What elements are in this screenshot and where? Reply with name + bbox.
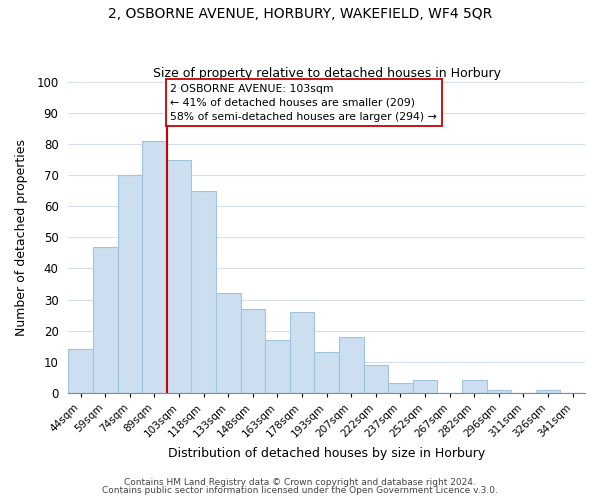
Bar xyxy=(167,160,191,393)
Bar xyxy=(241,309,265,393)
Bar xyxy=(413,380,437,393)
Bar xyxy=(191,191,216,393)
Bar xyxy=(462,380,487,393)
Bar xyxy=(487,390,511,393)
Bar xyxy=(93,246,118,393)
Bar xyxy=(364,365,388,393)
Text: 2 OSBORNE AVENUE: 103sqm
← 41% of detached houses are smaller (209)
58% of semi-: 2 OSBORNE AVENUE: 103sqm ← 41% of detach… xyxy=(170,84,437,122)
Bar xyxy=(118,176,142,393)
Bar xyxy=(265,340,290,393)
Y-axis label: Number of detached properties: Number of detached properties xyxy=(15,139,28,336)
X-axis label: Distribution of detached houses by size in Horbury: Distribution of detached houses by size … xyxy=(168,447,485,460)
Bar xyxy=(314,352,339,393)
Text: Contains HM Land Registry data © Crown copyright and database right 2024.: Contains HM Land Registry data © Crown c… xyxy=(124,478,476,487)
Title: Size of property relative to detached houses in Horbury: Size of property relative to detached ho… xyxy=(152,66,500,80)
Bar xyxy=(388,384,413,393)
Bar xyxy=(536,390,560,393)
Bar xyxy=(290,312,314,393)
Text: 2, OSBORNE AVENUE, HORBURY, WAKEFIELD, WF4 5QR: 2, OSBORNE AVENUE, HORBURY, WAKEFIELD, W… xyxy=(108,8,492,22)
Bar xyxy=(339,337,364,393)
Bar xyxy=(216,294,241,393)
Bar xyxy=(68,350,93,393)
Bar xyxy=(142,141,167,393)
Text: Contains public sector information licensed under the Open Government Licence v.: Contains public sector information licen… xyxy=(102,486,498,495)
